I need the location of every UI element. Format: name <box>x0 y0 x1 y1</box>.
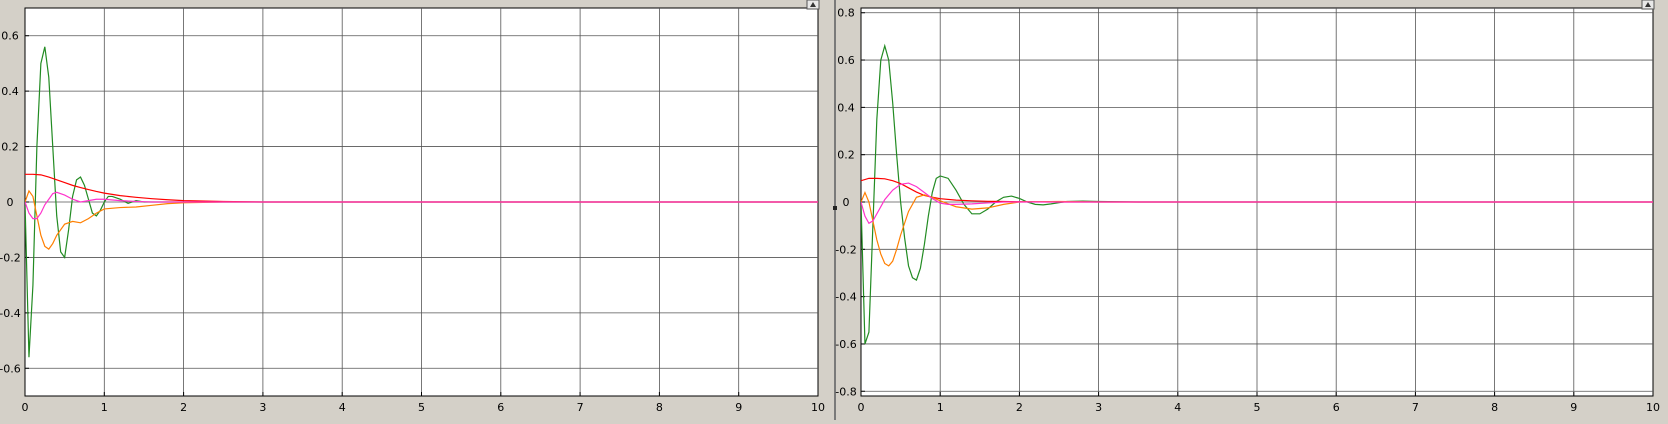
x-tick-label: 10 <box>1646 401 1660 414</box>
series-line-4 <box>25 191 818 220</box>
y-tick-label: 0.6 <box>837 54 855 67</box>
x-tick-label: 2 <box>180 401 187 414</box>
y-tick-label: 0 <box>843 196 850 209</box>
x-tick-label: 5 <box>1254 401 1261 414</box>
autoscale-button[interactable] <box>806 0 820 10</box>
x-tick-label: 2 <box>1016 401 1023 414</box>
x-tick-label: 9 <box>1570 401 1577 414</box>
y-tick-label: 0.4 <box>837 101 855 114</box>
y-tick-label: 0.2 <box>837 149 855 162</box>
x-tick-label: 1 <box>101 401 108 414</box>
chart-panel-1: 0 1 2 3 4 5 6 7 8 9 10 -0.6 -0.4 -0.2 0 0.2 0.4 0.6 <box>0 0 825 414</box>
x-tick-label: 3 <box>259 401 266 414</box>
x-tick-label: 6 <box>1333 401 1340 414</box>
x-tick-label: 7 <box>1412 401 1419 414</box>
arrow-up-icon <box>810 2 816 7</box>
autoscale-button[interactable] <box>1641 0 1655 10</box>
y-tick-label: 0.6 <box>1 30 19 43</box>
series-line-3 <box>861 190 1653 267</box>
x-tick-label: 0 <box>22 401 29 414</box>
x-tick-label: 6 <box>497 401 504 414</box>
y-tick-label: -0.4 <box>0 307 21 320</box>
x-tick-label: 5 <box>418 401 425 414</box>
y-tick-label: 0 <box>7 196 14 209</box>
x-tick-label: 3 <box>1095 401 1102 414</box>
y-tick-label: -0.2 <box>0 251 21 264</box>
y-tick-label: -0.2 <box>835 243 856 256</box>
x-tick-label: 4 <box>339 401 346 414</box>
x-tick-label: 9 <box>735 401 742 414</box>
x-tick-label: 8 <box>1491 401 1498 414</box>
series-line-1 <box>861 43 1653 345</box>
chart-panel-2: 0 1 2 3 4 5 6 7 8 9 10 -0.8 -0.6 -0.4 -0.2 0 0.2 0.4 0.6 0.… <box>835 0 1660 414</box>
arrow-up-icon <box>1645 2 1651 7</box>
y-tick-label: 0.8 <box>837 7 855 20</box>
y-tick-label: -0.8 <box>835 385 856 398</box>
x-tick-label: 4 <box>1174 401 1181 414</box>
y-tick-label: -0.6 <box>0 362 21 375</box>
x-tick-label: 1 <box>937 401 944 414</box>
splitter-handle <box>833 206 837 210</box>
x-tick-label: 10 <box>811 401 825 414</box>
series-line-4 <box>861 182 1653 225</box>
y-tick-label: 0.2 <box>1 141 19 154</box>
x-tick-label: 8 <box>656 401 663 414</box>
series-line-2 <box>25 173 818 203</box>
x-tick-label: 0 <box>858 401 865 414</box>
y-tick-label: 0.4 <box>1 85 19 98</box>
series-line-3 <box>25 189 818 250</box>
y-tick-label: -0.6 <box>835 338 856 351</box>
x-tick-label: 7 <box>577 401 584 414</box>
y-tick-label: -0.4 <box>835 291 856 304</box>
